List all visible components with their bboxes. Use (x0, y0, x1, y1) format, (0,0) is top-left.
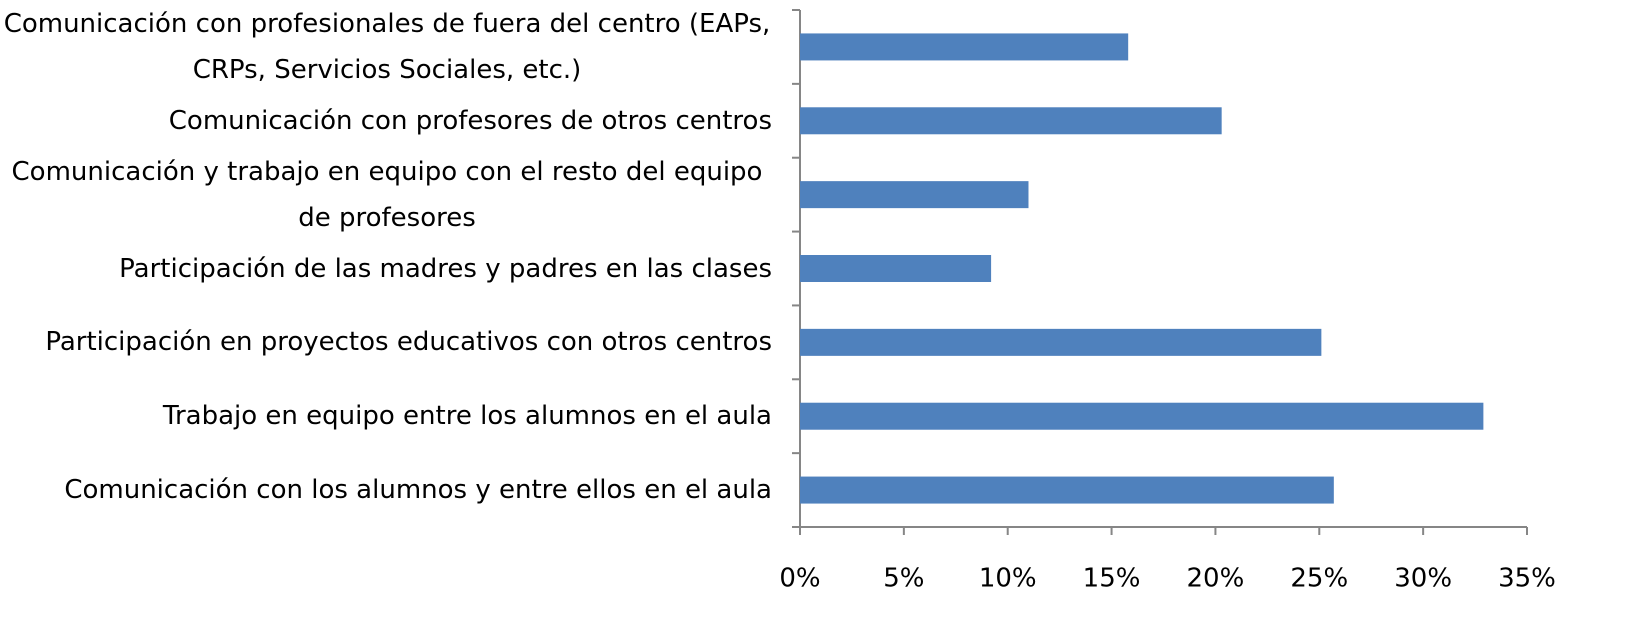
category-label-box: Comunicación con profesionales de fuera … (2, 1, 772, 93)
x-tick-label: 5% (883, 564, 924, 594)
bar (800, 255, 992, 282)
bar (800, 181, 1029, 209)
x-tick-label: 15% (1083, 564, 1141, 594)
x-tick-label: 20% (1187, 564, 1245, 594)
category-label-box: Participación de las madres y padres en … (119, 246, 772, 292)
bar (800, 476, 1334, 504)
category-label-box: Participación en proyectos educativos co… (45, 319, 772, 365)
y-tick-label: Trabajo en equipo entre los alumnos en e… (162, 401, 772, 432)
y-tick-label: Comunicación con profesores de otros cen… (168, 105, 772, 136)
x-tick-label: 25% (1290, 564, 1348, 594)
y-tick-label: Participación en proyectos educativos co… (45, 327, 772, 358)
x-tick-label: 0% (779, 564, 820, 594)
x-tick-label: 35% (1498, 564, 1556, 594)
y-tick-label: Comunicación con profesionales de fuera … (3, 8, 771, 85)
category-label-box: Comunicación con los alumnos y entre ell… (64, 467, 772, 513)
category-label-box: Comunicación y trabajo en equipo con el … (2, 149, 772, 241)
category-label-box: Trabajo en equipo entre los alumnos en e… (163, 393, 772, 439)
x-tick-label: 10% (979, 564, 1037, 594)
bar (800, 328, 1322, 356)
bar (800, 33, 1129, 61)
y-tick-label: Participación de las madres y padres en … (119, 253, 772, 284)
y-tick-label: Comunicación y trabajo en equipo con el … (11, 156, 763, 233)
y-tick-label: Comunicación con los alumnos y entre ell… (64, 475, 772, 506)
bar (800, 107, 1222, 135)
x-tick-label: 30% (1394, 564, 1452, 594)
bar (800, 402, 1484, 430)
category-label-box: Comunicación con profesores de otros cen… (169, 98, 772, 144)
